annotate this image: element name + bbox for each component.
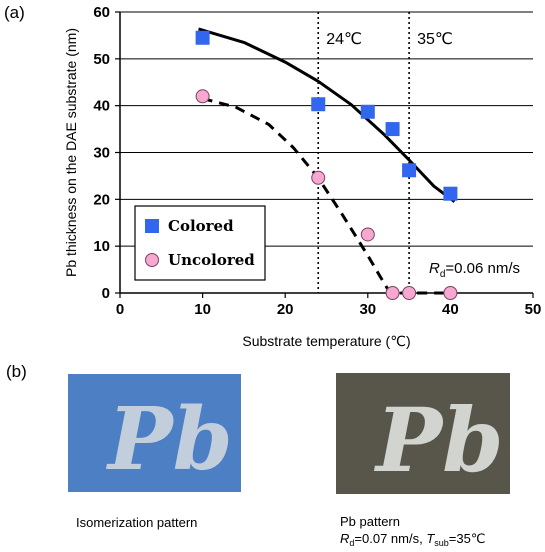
pb-glyph: Pb — [373, 388, 504, 492]
y-tick-label: 0 — [102, 285, 110, 302]
x-tick-label: 50 — [525, 301, 542, 318]
data-point-uncolored — [443, 286, 458, 300]
data-point-colored — [443, 186, 458, 201]
y-tick-label: 30 — [93, 145, 110, 162]
x-tick-label: 10 — [194, 301, 211, 318]
pb-glyph: Pb — [105, 389, 233, 490]
data-point-colored — [311, 97, 326, 112]
data-point-uncolored — [195, 89, 210, 104]
reference-line-label: 24℃ — [326, 31, 362, 48]
data-point-colored — [195, 30, 210, 45]
photo-background — [68, 374, 241, 492]
y-tick-label: 20 — [93, 191, 110, 208]
data-point-colored — [385, 122, 400, 137]
photo-background — [336, 373, 510, 494]
x-tick-label: 0 — [116, 301, 124, 318]
legend-marker-colored — [145, 219, 159, 233]
y-tick-label: 40 — [93, 98, 110, 115]
y-axis-title: Pb thickness on the DAE substrate (nm) — [63, 28, 79, 277]
x-tick-label: 30 — [359, 301, 376, 318]
panel-a-label: (a) — [4, 3, 25, 22]
x-tick-label: 20 — [277, 301, 294, 318]
y-tick-label: 50 — [93, 51, 110, 68]
reference-line-label: 35℃ — [417, 31, 453, 48]
thickness-vs-temperature-chart: 24℃ 35℃ 0 10 20 30 40 50 0 10 20 30 40 50 60 Colored U… — [63, 4, 542, 349]
y-tick-label: 60 — [93, 4, 110, 21]
pb-pattern-caption: Pb pattern Rd=0.07 nm/s, Tsub=35℃ — [340, 513, 485, 552]
deposition-rate-annotation: Rd=0.06 nm/s — [429, 260, 520, 280]
panel-b-label: (b) — [6, 362, 27, 381]
legend-label: Uncolored — [168, 251, 255, 269]
isomerization-pattern-photo: Pb — [68, 374, 241, 492]
x-axis-title: Substrate temperature (℃) — [242, 333, 410, 349]
data-point-colored — [402, 163, 417, 178]
data-point-uncolored — [311, 170, 326, 185]
legend-marker-uncolored — [145, 253, 159, 267]
data-point-uncolored — [402, 286, 417, 300]
y-tick-label: 10 — [93, 238, 110, 255]
trend-line-colored — [198, 27, 456, 203]
pb-pattern-photo: Pb — [336, 373, 510, 494]
data-point-uncolored — [385, 286, 400, 300]
pb-pattern-caption-line2: Rd=0.07 nm/s, Tsub=35℃ — [340, 531, 486, 548]
isomerization-caption: Isomerization pattern — [76, 515, 198, 530]
data-point-colored — [360, 104, 375, 119]
legend-label: Colored — [168, 217, 234, 235]
legend-box — [134, 205, 266, 281]
pb-pattern-caption-line1: Pb pattern — [340, 514, 400, 529]
x-tick-label: 40 — [442, 301, 459, 318]
data-point-uncolored — [360, 227, 375, 242]
